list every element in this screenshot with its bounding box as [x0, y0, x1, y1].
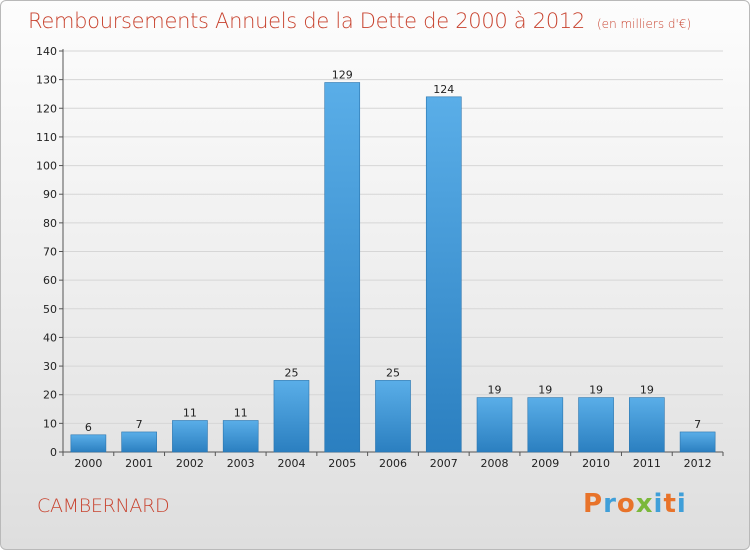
value-label: 11	[183, 406, 197, 419]
x-tick-labels: 2000 2001 2002 2003 2004 2005 2006 2007 2008 2009…	[74, 457, 711, 470]
bar	[324, 82, 361, 453]
x-tick-label: 2003	[227, 457, 255, 470]
proxiti-logo: Proxiti	[583, 489, 687, 519]
x-tick-label: 2008	[481, 457, 509, 470]
y-tick-label: 100	[36, 160, 57, 173]
bar	[70, 434, 107, 453]
y-tick-label: 130	[36, 74, 57, 87]
y-tick-label: 90	[43, 188, 57, 201]
bar	[629, 397, 665, 453]
bar	[273, 380, 310, 453]
commune-name: CAMBERNARD	[37, 495, 170, 517]
y-tick-label: 20	[43, 389, 57, 402]
value-label: 7	[694, 418, 701, 431]
value-label: 124	[433, 83, 454, 96]
y-tick-label: 0	[50, 446, 57, 459]
bars	[70, 82, 716, 453]
value-label: 11	[234, 406, 248, 419]
logo-letter: P	[583, 489, 604, 519]
y-tick-label: 60	[43, 274, 57, 287]
bar	[578, 397, 614, 453]
value-label: 19	[538, 384, 552, 397]
y-tick-label: 70	[43, 246, 57, 259]
bar	[679, 431, 716, 453]
y-tick-label: 50	[43, 303, 57, 316]
bar	[425, 96, 462, 453]
value-label: 7	[136, 418, 143, 431]
logo-letter: t	[663, 489, 677, 519]
y-tick-label: 30	[43, 360, 57, 373]
bar	[527, 397, 564, 453]
value-label: 19	[640, 384, 654, 397]
chart-unit: (en milliers d'€)	[597, 17, 692, 31]
bar	[476, 397, 513, 453]
value-label: 129	[332, 69, 353, 82]
logo-letter: i	[676, 489, 687, 519]
value-label: 19	[589, 384, 603, 397]
bar	[375, 380, 411, 453]
y-tick-label: 140	[36, 45, 57, 58]
chart-title-text: Remboursements Annuels de la Dette de 20…	[28, 9, 585, 33]
y-tick-label: 80	[43, 217, 57, 230]
logo-letter: r	[603, 489, 617, 519]
logo-letter: x	[635, 489, 654, 519]
y-tick-label: 10	[43, 417, 57, 430]
x-tick-label: 2011	[633, 457, 661, 470]
value-label: 19	[488, 384, 502, 397]
chart-title: Remboursements Annuels de la Dette de 20…	[28, 9, 691, 33]
value-label: 25	[386, 366, 400, 379]
bar	[172, 420, 208, 453]
x-tick-label: 2004	[277, 457, 305, 470]
x-tick-label: 2010	[582, 457, 610, 470]
logo-letter: o	[616, 489, 636, 519]
y-tick-label: 120	[36, 102, 57, 115]
bar	[121, 431, 157, 453]
x-tick-label: 2005	[328, 457, 356, 470]
y-tick-label: 110	[36, 131, 57, 144]
value-labels: 6 7 11 11 25 129 25 124 19 19 19 19 7	[85, 69, 701, 434]
y-tick-label: 40	[43, 331, 57, 344]
x-tick-label: 2002	[176, 457, 204, 470]
x-tick-label: 2000	[74, 457, 102, 470]
value-label: 25	[284, 366, 298, 379]
y-tick-labels: 0 10 20 30 40 50 60 70 80 90 100 110 120 130 140	[36, 45, 57, 459]
value-label: 6	[85, 421, 92, 434]
x-tick-label: 2001	[125, 457, 153, 470]
x-tick-label: 2007	[430, 457, 458, 470]
x-tick-label: 2012	[684, 457, 712, 470]
bar	[222, 420, 259, 453]
x-tick-label: 2009	[531, 457, 559, 470]
x-tick-label: 2006	[379, 457, 407, 470]
logo-letter: i	[653, 489, 664, 519]
